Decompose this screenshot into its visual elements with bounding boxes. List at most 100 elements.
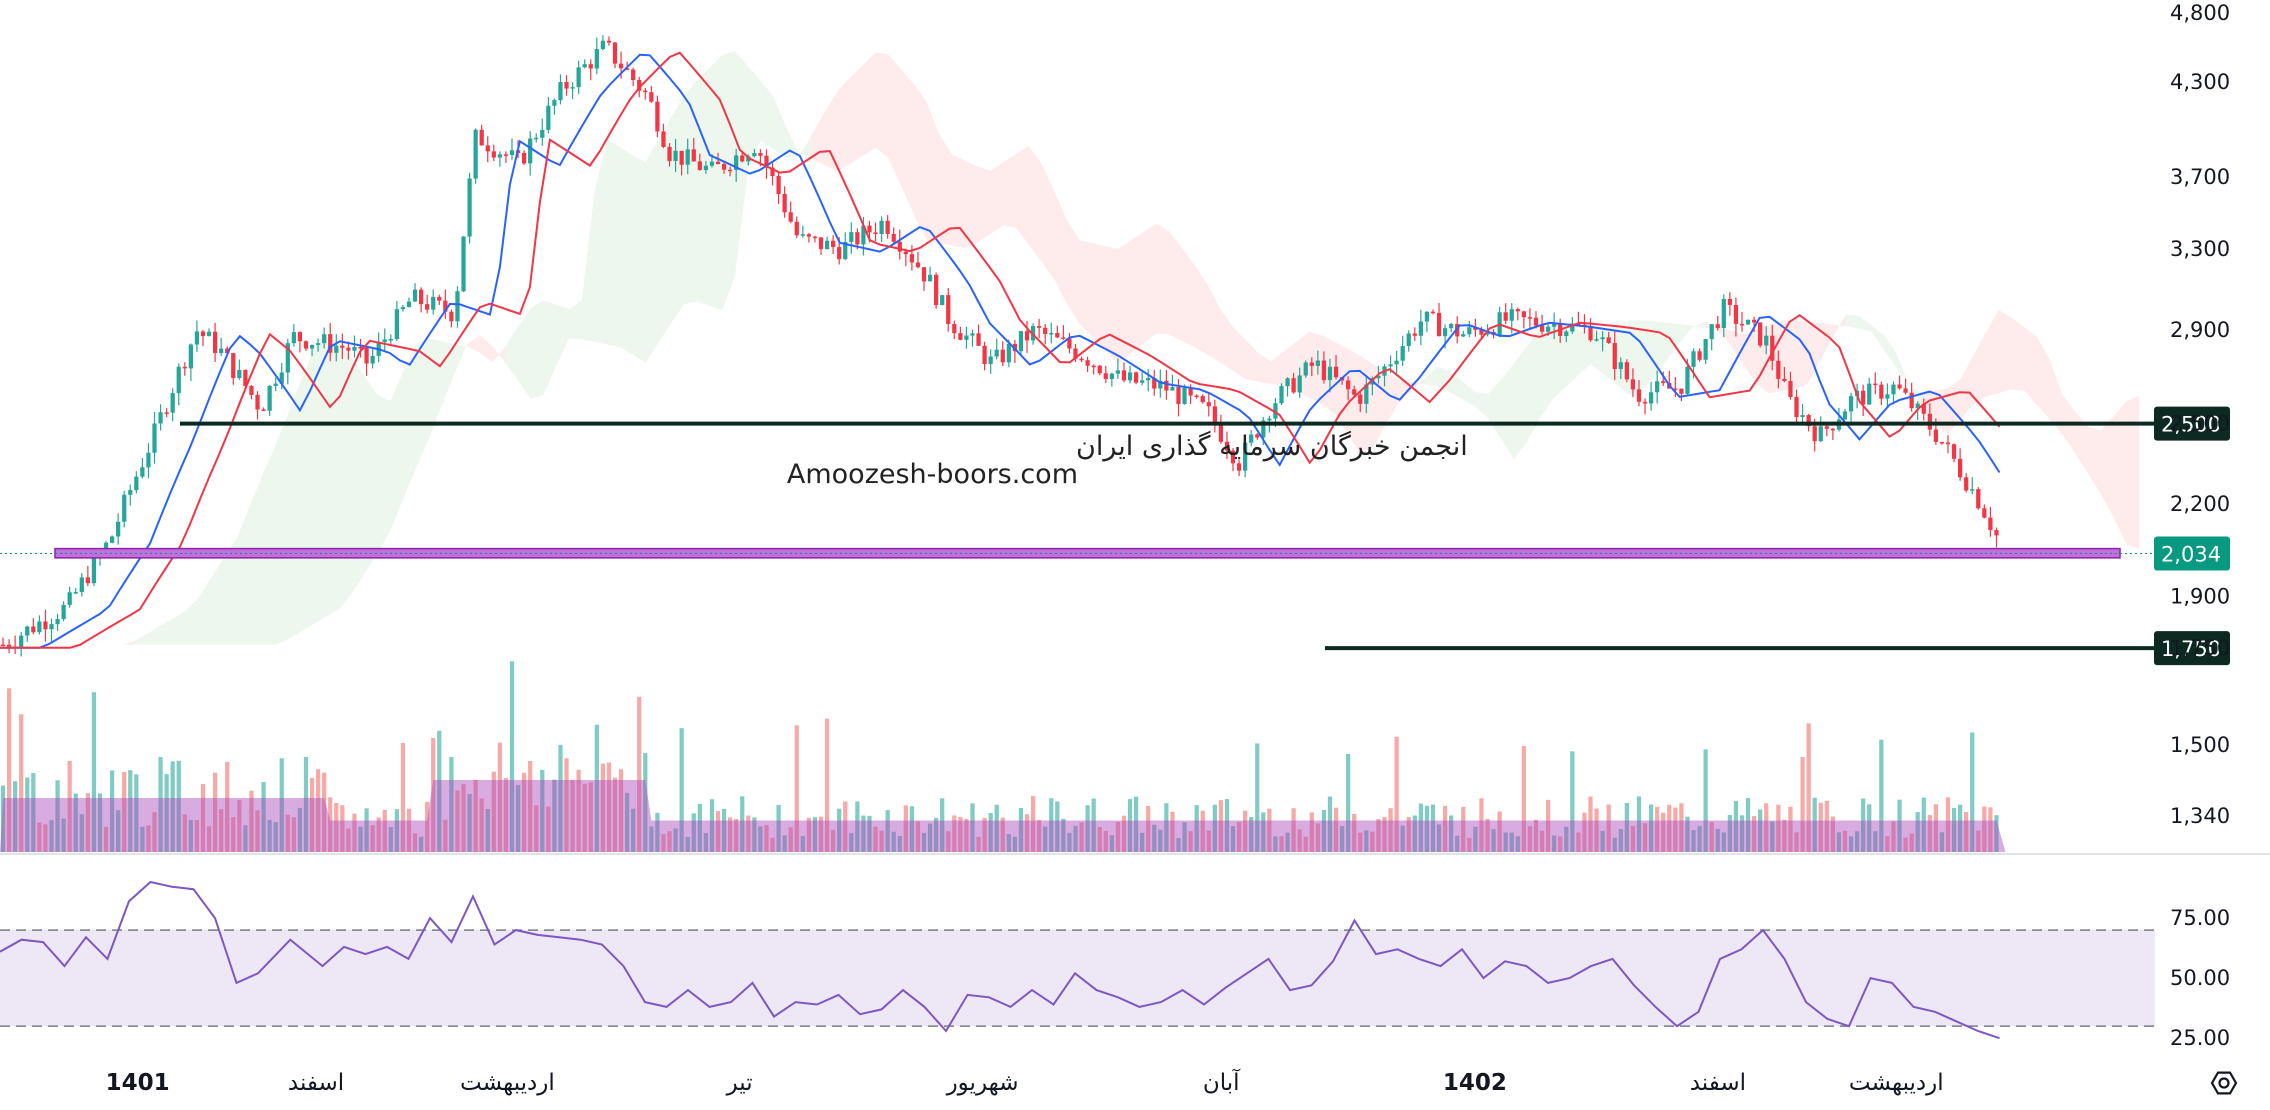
volume-bar [515,785,521,852]
candle-body [6,644,12,647]
volume-bar [1206,830,1211,852]
volume-bar [1691,830,1696,852]
candle-body [1212,406,1217,424]
volume-bar [1776,804,1781,852]
volume-bar [1939,832,1945,852]
cloud-segment [1973,332,1987,405]
horizontal-lines[interactable]: 2,500 1,750 2,034 [0,406,2230,666]
cloud-segment [1564,325,1578,388]
candle-body [1188,387,1193,396]
volume-bar [546,806,551,852]
volume-bar [1358,832,1363,852]
candle-body [1315,360,1320,366]
cloud-segment [492,346,506,363]
volume-bar [425,801,430,852]
candle-body [1776,360,1781,379]
candle-body [273,383,278,386]
volume-bar [649,826,654,852]
volume-bar [1576,832,1581,852]
cloud-segment [352,358,365,594]
volume-bar [1515,836,1520,852]
volume-bar [455,790,460,852]
volume-bar [1933,804,1939,852]
volume-bar [1394,736,1399,852]
volume-bar [1297,829,1302,852]
candle-body [134,476,139,491]
candle-body [1879,384,1884,399]
volume-bar [1873,831,1878,852]
candle-body [479,129,484,146]
volume-bar [1588,796,1593,852]
volume-bar [1158,829,1163,852]
candle-body [455,291,460,322]
volume-bar [788,827,793,852]
candle-body [1679,388,1684,394]
price-tick-label: 4,300 [2170,70,2230,94]
volume-bar [1442,805,1448,852]
cloud-segment [1552,320,1565,400]
volume-bar [1618,828,1623,852]
cloud-segment [2011,317,2025,391]
cloud-segment [377,394,391,554]
candle-body [1885,394,1890,399]
candle-body [1945,442,1951,445]
candle-body [1261,420,1266,438]
volume-bar [467,793,472,852]
volume-bar [1800,757,1805,852]
candle-body [721,164,727,170]
candle-body [1673,388,1678,391]
price-axis[interactable]: 1,340 1,500 1,750 1,900 2,200 2,500 2,900 3,300… [2170,1,2230,828]
candle-body [1891,384,1896,395]
candle-body [576,67,581,88]
volume-bar [1885,836,1890,852]
candle-body [812,236,818,239]
cloud-segment [760,80,774,149]
volume-bar [1636,796,1642,852]
candle-body [1709,324,1714,340]
volume-bar [794,725,799,852]
candle-body [1570,323,1575,332]
candle-body [643,90,648,93]
cloud-segment [466,335,480,353]
cloud-segment [441,341,455,407]
volume-bar [800,836,805,852]
volume-bar [1291,808,1296,852]
volume-bar [352,813,357,852]
candle-body [1770,335,1775,361]
candle-body [91,556,97,584]
time-tick-label: 1402 [1443,1070,1507,1096]
time-axis[interactable]: 1401 اسفند اردیبهشت تیر شهریور آبان 1402 اسفند ا… [106,1068,1944,1096]
candle-body [994,349,999,357]
volume-bar [746,815,751,852]
candle-body [1545,326,1551,332]
candle-body [1170,387,1175,391]
candle-body [752,153,757,157]
cloud-segment [990,162,1004,234]
volume-bar [1303,836,1308,852]
settings-icon[interactable] [2210,1071,2238,1095]
volume-bar [79,814,84,852]
candle-body [1909,392,1914,409]
cloud-segment [147,625,161,645]
candle-body [570,87,575,89]
volume-bar [1648,804,1654,852]
candle-body [855,232,860,245]
volume-bar [1642,823,1648,852]
volume-bar [873,826,878,852]
volume-bar [1006,834,1011,852]
price-tick-label: 4,800 [2170,1,2230,25]
candle-body [631,69,636,80]
candle-body [1867,383,1872,405]
candle-body [1624,362,1629,380]
cloud-segment [1271,351,1284,386]
volume-bar [176,760,181,852]
candle-body [1830,428,1835,431]
volume-bar [528,760,533,852]
candle-body [437,296,442,301]
volume-bar [1533,819,1539,852]
volume-bar [1854,831,1860,852]
candle-body [1073,348,1078,359]
candle-body [661,131,666,147]
candle-body [776,176,781,194]
candle-body [758,153,763,156]
